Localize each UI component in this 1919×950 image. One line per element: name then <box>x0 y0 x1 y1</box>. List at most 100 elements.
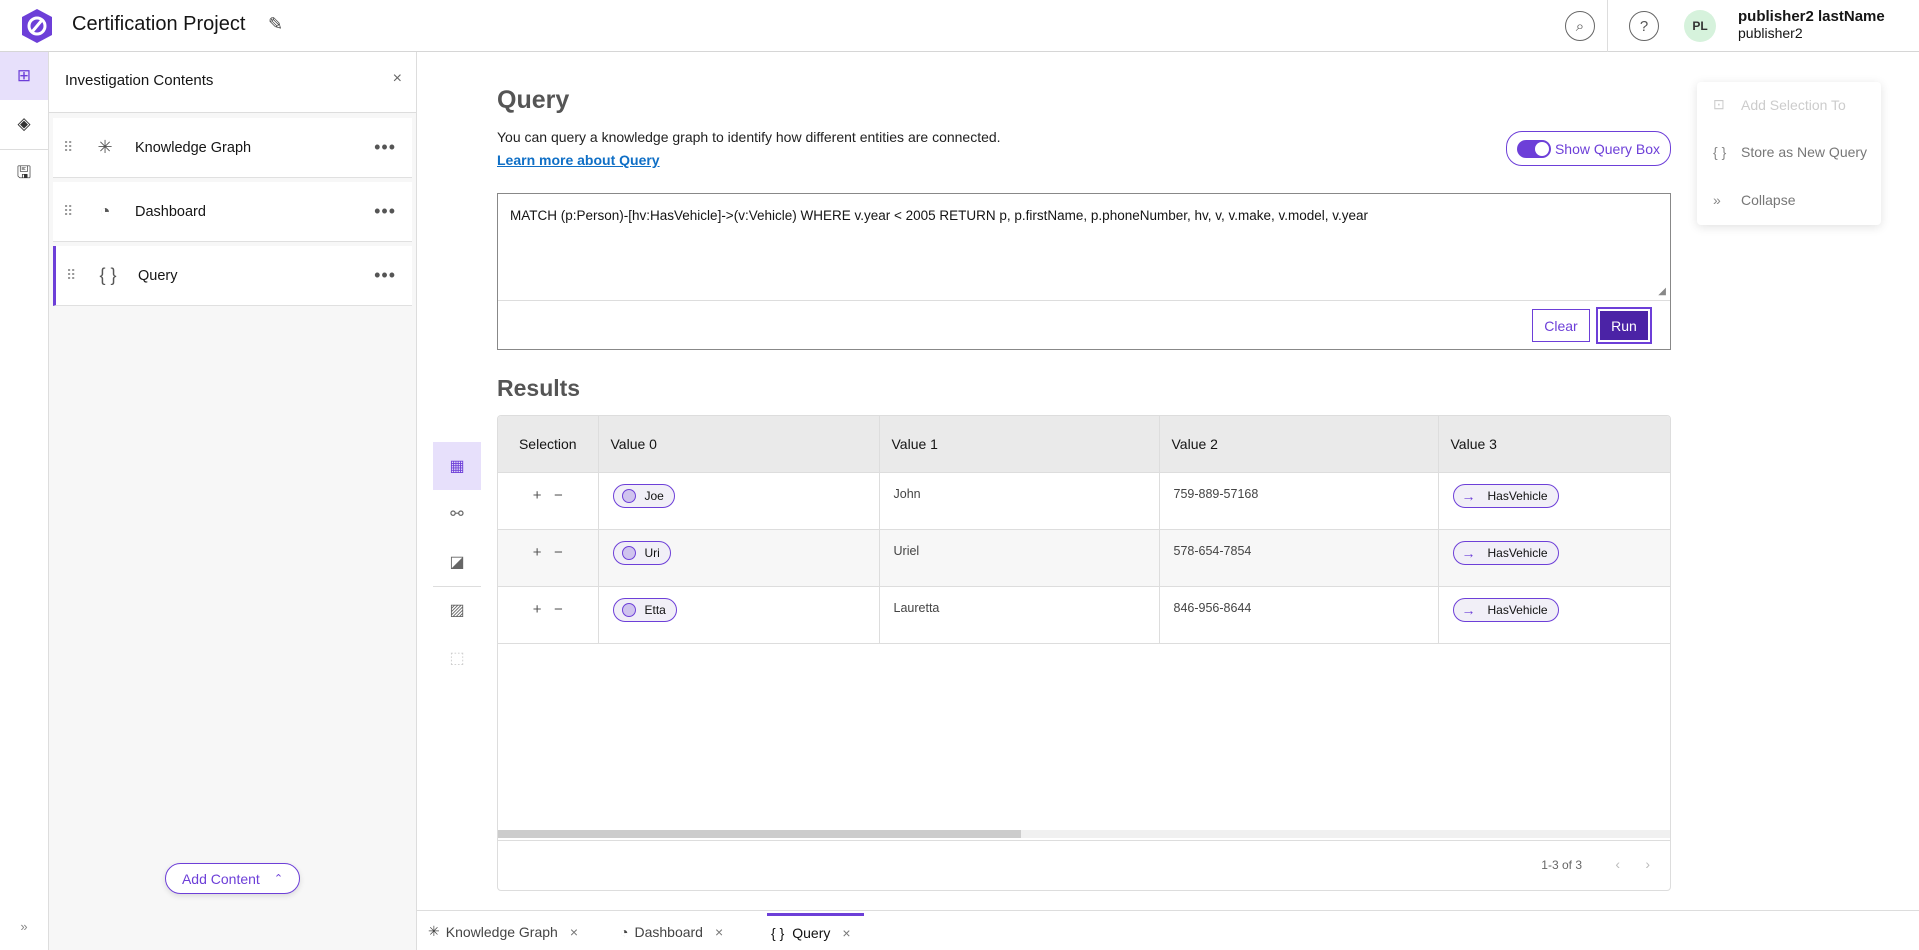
arrow-right-icon: → <box>1461 544 1476 561</box>
help-icon[interactable]: ? <box>1629 11 1659 41</box>
panel-header: Investigation Contents × <box>49 52 416 113</box>
menu-item-collapse[interactable]: » Collapse <box>1713 192 1796 208</box>
divider <box>0 149 48 150</box>
close-tab-icon[interactable]: × <box>569 923 578 940</box>
chip-label: Etta <box>644 602 666 617</box>
braces-icon: { } <box>771 925 785 941</box>
resize-handle-icon[interactable]: ◢ <box>1658 286 1666 297</box>
table-view-icon[interactable]: ▦ <box>433 442 481 490</box>
left-rail: ⊞ ◈ 🖫 » <box>0 52 49 950</box>
run-button[interactable]: Run <box>1596 307 1652 344</box>
entity-chip[interactable]: Etta <box>612 597 677 622</box>
map-view-icon[interactable]: ◪ <box>449 554 465 571</box>
graph-view-icon[interactable]: ⚯ <box>450 506 464 523</box>
tab-knowledge-graph[interactable]: ✳ Knowledge Graph × <box>428 923 578 940</box>
contents-icon[interactable]: ⊞ <box>0 52 48 100</box>
project-title: Certification Project <box>72 13 246 35</box>
add-selection-button[interactable]: + <box>532 600 542 618</box>
arrow-right-icon: → <box>1461 601 1476 618</box>
table-header: Selection Value 0 Value 1 Value 2 Value … <box>498 416 1670 473</box>
chip-label: HasVehicle <box>1487 545 1548 560</box>
entity-chip[interactable]: Uri <box>612 540 671 565</box>
content-item-dashboard[interactable]: ⠿ ◔ Dashboard ••• <box>53 182 412 242</box>
page-title: Query <box>497 86 570 114</box>
column-header: Selection <box>498 416 599 473</box>
table-row: + − Joe John 759-889-57168 → HasVehicle <box>498 472 1670 530</box>
menu-item-store-as-new-query[interactable]: { } Store as New Query <box>1713 144 1868 160</box>
query-text[interactable]: MATCH (p:Person)-[hv:HasVehicle]->(v:Veh… <box>510 208 1369 223</box>
panel-title: Investigation Contents <box>65 72 214 89</box>
knowledge-graph-icon: ✳ <box>97 137 113 157</box>
more-icon[interactable]: ••• <box>374 137 396 157</box>
braces-icon: { } <box>1713 144 1727 160</box>
item-label: Dashboard <box>135 203 206 220</box>
remove-selection-button[interactable]: − <box>554 600 563 618</box>
entity-dot-icon <box>621 602 636 617</box>
relationship-chip[interactable]: → HasVehicle <box>1452 597 1559 622</box>
search-icon[interactable]: ⌕ <box>1565 11 1595 41</box>
chip-label: HasVehicle <box>1487 488 1548 503</box>
prev-page-icon[interactable]: ‹ <box>1615 856 1620 872</box>
chip-label: HasVehicle <box>1487 602 1548 617</box>
column-header: Value 0 <box>598 416 880 473</box>
layers-icon[interactable]: ◈ <box>17 114 31 133</box>
expand-icon[interactable]: » <box>20 918 28 934</box>
select-map-icon[interactable]: ▨ <box>449 602 465 619</box>
divider <box>417 910 1919 911</box>
drag-handle-icon[interactable]: ⠿ <box>63 203 73 219</box>
save-icon[interactable]: 🖫 <box>16 162 32 182</box>
investigation-panel: Investigation Contents × ⠿ ✳ Knowledge Gr… <box>49 52 417 950</box>
entity-dot-icon <box>621 545 636 560</box>
top-bar: Certification Project ✎ ⌕ ? PL publisher… <box>0 0 1919 52</box>
chip-label: Uri <box>644 545 660 560</box>
dashboard-icon: ◔ <box>620 923 629 940</box>
avatar[interactable]: PL <box>1684 10 1716 42</box>
remove-selection-button[interactable]: − <box>554 543 563 561</box>
more-icon[interactable]: ••• <box>374 201 396 221</box>
clear-button[interactable]: Clear <box>1532 309 1590 342</box>
table-row: + − Etta Lauretta 846-956-8644 → HasVehic… <box>498 586 1670 644</box>
content-item-knowledge-graph[interactable]: ⠿ ✳ Knowledge Graph ••• <box>53 118 412 178</box>
query-editor[interactable]: MATCH (p:Person)-[hv:HasVehicle]->(v:Veh… <box>497 193 1671 350</box>
column-header: Value 2 <box>1159 416 1439 473</box>
edit-pencil-icon[interactable]: ✎ <box>268 14 284 34</box>
actions-menu: ⊡ Add Selection To { } Store as New Query … <box>1697 82 1881 225</box>
show-query-box-toggle[interactable]: Show Query Box <box>1506 131 1671 166</box>
cell: 759-889-57168 <box>1159 472 1439 530</box>
tab-query[interactable]: { } Query × <box>767 913 864 950</box>
more-icon[interactable]: ••• <box>374 265 396 285</box>
scrollbar-thumb[interactable] <box>498 830 1021 838</box>
add-content-button[interactable]: Add Content ⌃ <box>165 863 300 894</box>
cell: 578-654-7854 <box>1159 529 1439 587</box>
relationship-chip[interactable]: → HasVehicle <box>1452 483 1559 508</box>
chevron-up-icon: ⌃ <box>273 873 284 885</box>
remove-selection-button[interactable]: − <box>554 486 563 504</box>
tab-dashboard[interactable]: ◔ Dashboard × <box>620 923 724 940</box>
content-item-query[interactable]: ⠿ { } Query ••• <box>53 246 412 306</box>
divider <box>498 300 1670 301</box>
relationship-chip[interactable]: → HasVehicle <box>1452 540 1559 565</box>
item-label: Query <box>138 267 178 284</box>
toggle-label: Show Query Box <box>1554 140 1661 157</box>
close-icon[interactable]: × <box>392 70 402 87</box>
next-page-icon[interactable]: › <box>1645 856 1650 872</box>
add-selection-button[interactable]: + <box>532 543 542 561</box>
description: You can query a knowledge graph to ident… <box>497 129 1001 145</box>
close-tab-icon[interactable]: × <box>842 925 851 941</box>
results-title: Results <box>497 375 581 401</box>
close-tab-icon[interactable]: × <box>714 923 724 940</box>
drag-handle-icon[interactable]: ⠿ <box>63 139 73 155</box>
results-table: Selection Value 0 Value 1 Value 2 Value … <box>497 415 1671 891</box>
toggle-switch[interactable] <box>1516 139 1551 158</box>
cell: John <box>879 472 1160 530</box>
clear-selection-icon: ⬚ <box>449 650 465 667</box>
entity-dot-icon <box>621 488 636 503</box>
horizontal-scrollbar[interactable] <box>498 830 1670 838</box>
double-chevron-icon: » <box>1713 192 1721 208</box>
add-selection-button[interactable]: + <box>532 486 542 504</box>
drag-handle-icon[interactable]: ⠿ <box>66 267 76 283</box>
add-selection-icon: ⊡ <box>1713 96 1725 112</box>
entity-chip[interactable]: Joe <box>612 483 675 508</box>
menu-item-add-selection-to: ⊡ Add Selection To <box>1713 96 1846 113</box>
learn-more-link[interactable]: Learn more about Query <box>497 152 660 168</box>
